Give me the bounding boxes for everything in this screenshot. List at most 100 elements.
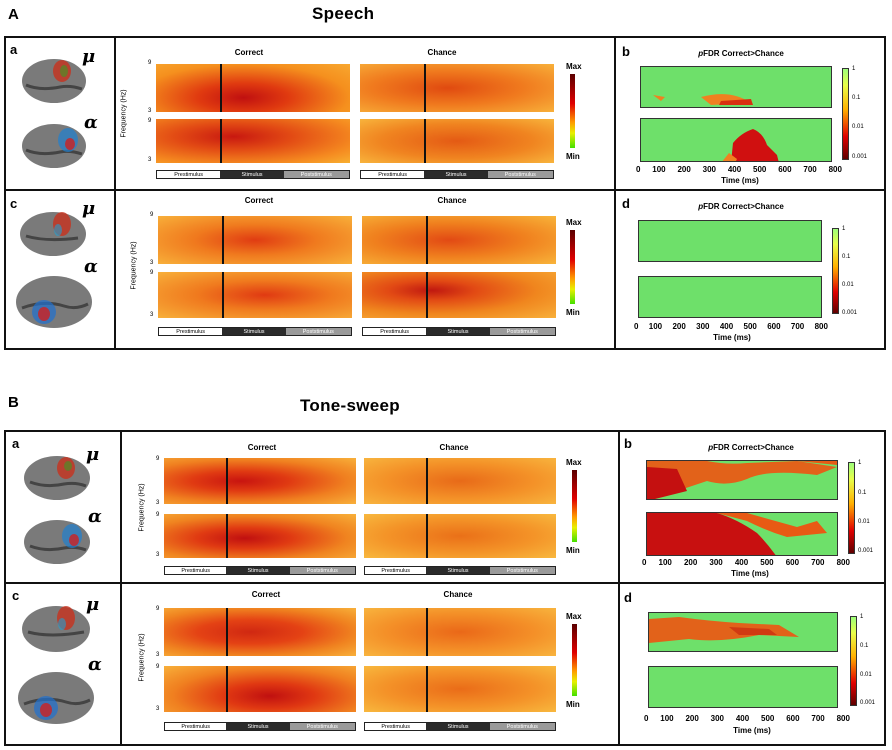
timebar-prestimulus: Prestimulus: [165, 567, 227, 574]
significance-blobs: [647, 461, 837, 499]
timebar-poststimulus: Poststimulus: [489, 723, 555, 730]
significance-blobs: [649, 617, 799, 643]
x-tick: 100: [648, 322, 663, 331]
p-tick: 1: [842, 226, 846, 232]
colorbar-min: Min: [566, 546, 580, 555]
timebar-poststimulus: Poststimulus: [285, 328, 351, 335]
y-tick: 3: [150, 260, 154, 266]
x-tick: 500: [753, 165, 767, 174]
timebar-poststimulus: Poststimulus: [289, 567, 355, 574]
timebar-stimulus: Stimulus: [426, 567, 490, 574]
heatmap-correct-alpha: [164, 666, 356, 712]
pfdr-map-mu: [638, 220, 822, 262]
x-tick: 700: [811, 558, 825, 567]
timebar: Prestimulus Stimulus Poststimulus: [364, 566, 556, 575]
mu-symbol: μ: [86, 444, 100, 465]
significance-blobs: [653, 94, 753, 105]
significance-blobs: [647, 513, 827, 555]
panel-label-d: d: [624, 590, 632, 605]
timebar: Prestimulus Stimulus Poststimulus: [156, 170, 350, 179]
timebar: Prestimulus Stimulus Poststimulus: [364, 722, 556, 731]
y-tick: 3: [156, 552, 160, 558]
brain-icon: [16, 276, 92, 328]
brain-icon: [22, 59, 86, 103]
panel-label-c: c: [12, 588, 20, 603]
timebar-stimulus: Stimulus: [426, 723, 490, 730]
heatmap-correct-mu: [156, 64, 350, 112]
stimulus-onset-line: [226, 458, 228, 504]
timebar-stimulus: Stimulus: [222, 328, 286, 335]
x-tick: 200: [677, 165, 691, 174]
mu-symbol: μ: [86, 594, 100, 615]
mu-symbol: μ: [82, 198, 96, 219]
x-tick: 600: [785, 558, 800, 567]
column-title-chance: Chance: [439, 443, 469, 452]
column-title-correct: Correct: [247, 443, 277, 452]
timebar-stimulus: Stimulus: [226, 567, 290, 574]
pfdr-title: pFDR Correct>Chance: [676, 443, 826, 452]
section-a-frame: [4, 36, 886, 350]
heatmap-correct-mu: [164, 458, 356, 504]
y-tick: 3: [156, 652, 160, 658]
x-tick: 100: [658, 558, 672, 567]
colorbar-max: Max: [566, 458, 582, 467]
x-tick: 600: [786, 714, 800, 723]
x-tick: 500: [761, 714, 775, 723]
x-ticks: 0 100 200 300 400 500 600 700 800: [642, 558, 850, 567]
y-tick: 3: [156, 706, 160, 712]
timebar-prestimulus: Prestimulus: [165, 723, 227, 730]
x-tick: 100: [660, 714, 674, 723]
colorbar-max: Max: [566, 218, 582, 227]
x-tick: 800: [814, 322, 828, 331]
x-tick: 500: [760, 558, 774, 567]
colorbar-min: Min: [566, 700, 580, 709]
p-tick: 0.1: [852, 95, 861, 101]
y-tick: 9: [156, 664, 160, 670]
timebar-poststimulus: Poststimulus: [489, 567, 555, 574]
brain-icon: [24, 520, 90, 564]
x-tick: 200: [672, 322, 686, 331]
stimulus-onset-line: [226, 514, 228, 558]
pfdr-title-rest: FDR Correct>Chance: [713, 443, 794, 452]
brain-icon: [22, 606, 90, 652]
colorbar: [570, 230, 575, 304]
column-title-correct: Correct: [244, 196, 274, 205]
column-title-correct: Correct: [234, 48, 264, 57]
brain-icon: [18, 672, 94, 724]
x-tick: 500: [743, 322, 757, 331]
heatmap-correct-alpha: [156, 119, 350, 163]
y-axis-label: Frequency (Hz): [130, 241, 138, 290]
y-tick: 3: [150, 312, 154, 318]
colorbar: [572, 624, 577, 696]
timebar-prestimulus: Prestimulus: [365, 567, 427, 574]
stimulus-onset-line: [220, 119, 222, 163]
pfdr-title: pFDR Correct>Chance: [666, 49, 816, 58]
stimulus-onset-line: [222, 272, 224, 318]
y-axis-label: Frequency (Hz): [120, 89, 128, 138]
section-title-tone-sweep: Tone-sweep: [300, 396, 400, 415]
timebar-poststimulus: Poststimulus: [487, 171, 553, 178]
x-tick: 400: [727, 165, 742, 174]
timebar-poststimulus: Poststimulus: [283, 171, 349, 178]
timebar: Prestimulus Stimulus Poststimulus: [158, 327, 352, 336]
section-b-frame: [4, 430, 886, 746]
p-colorbar: [832, 228, 839, 314]
x-axis-label: Time (ms): [713, 333, 751, 342]
stimulus-onset-line: [426, 216, 428, 264]
timebar-stimulus: Stimulus: [220, 171, 284, 178]
timebar-prestimulus: Prestimulus: [159, 328, 223, 335]
column-title-chance: Chance: [437, 196, 467, 205]
p-tick: 0.1: [860, 643, 869, 649]
p-tick: 0.001: [860, 700, 876, 706]
pfdr-map-mu: [640, 66, 832, 108]
stimulus-onset-line: [220, 64, 222, 112]
stimulus-onset-line: [424, 64, 426, 112]
stimulus-onset-line: [426, 666, 428, 712]
x-ticks: 0 100 200 300 400 500 600 700 800: [644, 714, 850, 723]
divider: [618, 430, 620, 746]
p-tick: 0.01: [858, 519, 870, 525]
divider: [114, 36, 116, 350]
section-letter-a: A: [8, 6, 19, 23]
y-axis-label: Frequency (Hz): [138, 633, 146, 682]
brain-icon: [22, 124, 86, 168]
